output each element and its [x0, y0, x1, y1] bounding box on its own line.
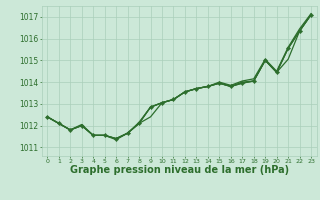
- X-axis label: Graphe pression niveau de la mer (hPa): Graphe pression niveau de la mer (hPa): [70, 165, 289, 175]
